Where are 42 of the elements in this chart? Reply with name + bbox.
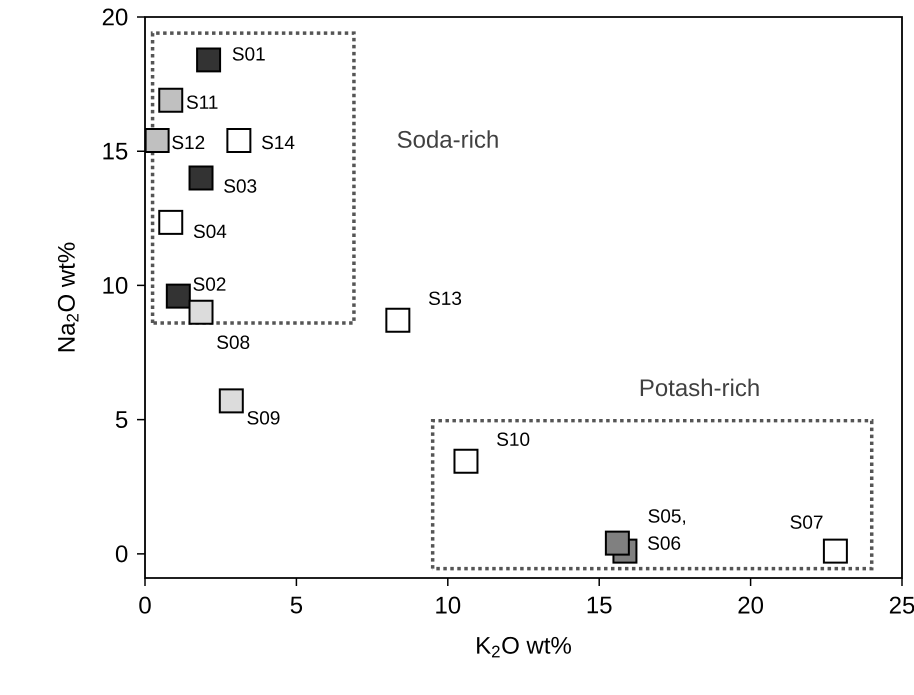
point xyxy=(604,530,630,556)
point xyxy=(226,128,252,153)
x-axis-title: K$_{2}$O wt% xyxy=(477,636,571,658)
x-tick-label: 15 xyxy=(588,596,612,614)
point xyxy=(158,88,184,113)
annotation: S01 xyxy=(232,47,265,61)
y-tick-label: 15 xyxy=(103,142,128,160)
point xyxy=(158,210,184,235)
point xyxy=(166,284,191,309)
annotation: S07 xyxy=(790,515,823,529)
annotation: S04 xyxy=(194,224,226,238)
y-tick-label: 10 xyxy=(103,276,128,294)
annotation: S11 xyxy=(186,95,218,109)
x-tick-label: 20 xyxy=(738,596,764,614)
y-tick-label: 0 xyxy=(116,545,128,562)
x-tick-label: 10 xyxy=(436,596,460,614)
y-tick-label: 5 xyxy=(116,411,128,428)
annotation: Potash-rich xyxy=(640,378,759,396)
point xyxy=(385,308,410,333)
y-axis-title: Na$_{2}$O wt% xyxy=(58,242,78,352)
annotation: S02 xyxy=(193,277,226,291)
annotation: S13 xyxy=(428,292,462,306)
annotation: S03 xyxy=(224,179,256,193)
point xyxy=(196,47,222,72)
annotation: S08 xyxy=(217,336,250,349)
point xyxy=(822,538,848,564)
y-tick-label: 20 xyxy=(102,8,128,26)
annotation: S09 xyxy=(247,411,280,425)
annotation: S05, xyxy=(648,509,686,525)
point xyxy=(453,448,478,474)
x-tick-label: 5 xyxy=(290,596,302,614)
point xyxy=(144,128,170,153)
annotation: Soda-rich xyxy=(398,130,498,148)
annotation: S06 xyxy=(648,536,680,550)
point xyxy=(218,388,244,414)
point xyxy=(188,300,214,325)
point xyxy=(188,166,214,191)
annotation: S12 xyxy=(172,136,204,150)
annotation: S14 xyxy=(262,136,294,150)
annotation: S10 xyxy=(497,432,530,446)
x-tick-label: 0 xyxy=(139,596,151,614)
x-tick-label: 25 xyxy=(890,596,914,614)
